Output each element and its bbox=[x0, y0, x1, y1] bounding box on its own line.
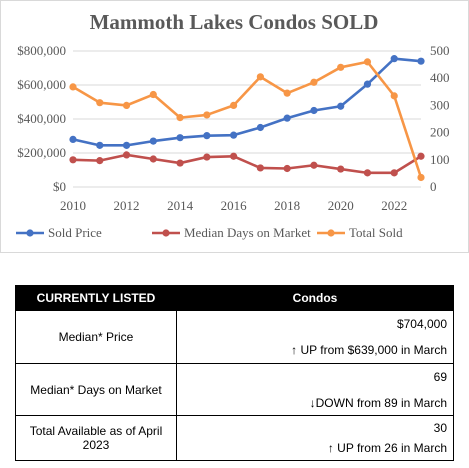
total-sold-point bbox=[176, 114, 184, 122]
row-value: 69 bbox=[433, 369, 447, 384]
total-sold-point bbox=[69, 83, 77, 91]
sold-price-point bbox=[122, 141, 131, 149]
median-days-on-market-point bbox=[203, 153, 211, 161]
sold-price-point bbox=[230, 131, 238, 139]
sold-price-point bbox=[96, 141, 104, 149]
sold-price-point bbox=[337, 102, 345, 110]
sold-condos-chart: Mammoth Lakes Condos SOLD $0 $200,000 $400… bbox=[0, 0, 469, 253]
table-row: Total Available as of April 2023 30 ↑ UP… bbox=[15, 415, 454, 461]
row-change: ↑ UP from 26 in March bbox=[327, 441, 447, 455]
header-condos: Condos bbox=[176, 285, 454, 311]
legend: Sold Price Median Days on Market Total Sol… bbox=[16, 225, 403, 240]
y-left-tick-label: $800,000 bbox=[17, 43, 66, 58]
row-value-cell: 30 ↑ UP from 26 in March bbox=[176, 415, 454, 461]
median-days-on-market-point bbox=[363, 169, 372, 177]
sold-price-point bbox=[203, 132, 211, 140]
total-sold-point bbox=[122, 101, 131, 109]
sold-price-point bbox=[256, 123, 264, 132]
total-sold-point bbox=[310, 78, 318, 86]
sold-price-point bbox=[176, 134, 184, 142]
median-days-on-market-point bbox=[417, 152, 425, 160]
legend-marker-total-sold bbox=[327, 229, 335, 237]
row-label: Total Available as of April 2023 bbox=[15, 415, 177, 461]
x-tick-label: 2022 bbox=[381, 198, 407, 213]
chart-title: Mammoth Lakes Condos SOLD bbox=[90, 10, 379, 34]
x-tick-label: 2010 bbox=[60, 198, 86, 213]
row-label: Median* Price bbox=[15, 310, 177, 364]
table-row: Median* Days on Market 69 ↓DOWN from 89 … bbox=[15, 363, 454, 416]
median-days-on-market-point bbox=[176, 159, 184, 167]
x-tick-label: 2020 bbox=[328, 198, 354, 213]
y-right-tick-label: 0 bbox=[430, 179, 437, 194]
total-sold-point bbox=[363, 58, 372, 66]
x-tick-label: 2012 bbox=[114, 198, 140, 213]
total-sold-point bbox=[203, 111, 211, 119]
total-sold-point bbox=[149, 90, 157, 99]
row-value-cell: 69 ↓DOWN from 89 in March bbox=[176, 363, 454, 416]
median-days-on-market-point bbox=[283, 164, 291, 173]
chart-frame bbox=[0, 0, 469, 253]
header-currently-listed: CURRENTLY LISTED bbox=[15, 285, 177, 311]
row-value-cell: $704,000 ↑ UP from $639,000 in March bbox=[176, 310, 454, 364]
y-right-tick-label: 300 bbox=[430, 97, 450, 112]
legend-label-sold-price: Sold Price bbox=[48, 225, 102, 240]
y-left-tick-label: $400,000 bbox=[17, 111, 66, 126]
row-change: ↓DOWN from 89 in March bbox=[309, 395, 447, 410]
y-right-tick-label: 400 bbox=[430, 70, 450, 85]
median-days-on-market-line bbox=[72, 153, 422, 175]
total-sold-point bbox=[337, 63, 345, 71]
median-days-on-market-point bbox=[122, 151, 131, 159]
sold-price-point bbox=[69, 135, 77, 143]
table-row: Median* Price $704,000 ↑ UP from $639,00… bbox=[15, 310, 454, 364]
y-left-tick-label: $200,000 bbox=[17, 145, 66, 160]
legend-label-median-days-on-market: Median Days on Market bbox=[184, 225, 311, 240]
median-days-on-market-point bbox=[310, 161, 318, 169]
total-sold-point bbox=[230, 101, 238, 109]
y-right-tick-label: 100 bbox=[430, 152, 450, 167]
median-days-on-market-point bbox=[230, 152, 238, 160]
sold-price-line bbox=[72, 57, 422, 147]
sold-price-point bbox=[390, 55, 398, 63]
x-tick-label: 2018 bbox=[274, 198, 300, 213]
y-right-tick-label: 500 bbox=[430, 43, 450, 58]
median-days-on-market-point bbox=[96, 157, 104, 165]
x-tick-label: 2016 bbox=[221, 198, 248, 213]
median-days-on-market-point bbox=[337, 165, 345, 173]
sold-price-point bbox=[149, 137, 157, 145]
median-days-on-market-point bbox=[256, 164, 264, 172]
x-tick-label: 2014 bbox=[167, 198, 194, 213]
gridlines bbox=[73, 50, 421, 188]
row-value: 30 bbox=[433, 421, 447, 435]
legend-marker-sold-price bbox=[26, 229, 34, 237]
sold-price-point bbox=[363, 80, 372, 88]
row-value: $704,000 bbox=[396, 317, 447, 331]
listing-table: CURRENTLY LISTED Condos Median* Price $7… bbox=[15, 285, 454, 461]
row-change: ↑ UP from $639,000 in March bbox=[291, 343, 447, 357]
total-sold-point bbox=[96, 99, 104, 107]
median-days-on-market-point bbox=[69, 156, 77, 164]
legend-marker-median-days-on-market bbox=[162, 229, 170, 237]
y-left-tick-label: $0 bbox=[53, 179, 66, 194]
total-sold-line bbox=[72, 60, 423, 178]
total-sold-point bbox=[417, 173, 425, 182]
left-axis-ticks: $0 $200,000 $400,000 $600,000 $800,000 bbox=[17, 43, 66, 194]
x-axis-ticks: 2010 2012 2014 2016 2018 2020 2022 bbox=[60, 198, 407, 213]
y-left-tick-label: $600,000 bbox=[17, 77, 66, 92]
y-right-tick-label: 200 bbox=[430, 125, 450, 140]
total-sold-point bbox=[390, 92, 398, 100]
sold-price-point bbox=[283, 114, 291, 122]
row-label: Median* Days on Market bbox=[15, 363, 177, 416]
total-sold-point bbox=[256, 73, 264, 81]
right-axis-ticks: 0 100 200 300 400 500 bbox=[430, 43, 450, 194]
sold-price-point bbox=[310, 106, 318, 115]
total-sold-point bbox=[283, 89, 291, 97]
median-days-on-market-point bbox=[390, 169, 398, 177]
series-lines bbox=[69, 55, 425, 182]
median-days-on-market-point bbox=[149, 155, 157, 163]
sold-price-point bbox=[417, 57, 425, 65]
legend-label-total-sold: Total Sold bbox=[349, 225, 403, 240]
